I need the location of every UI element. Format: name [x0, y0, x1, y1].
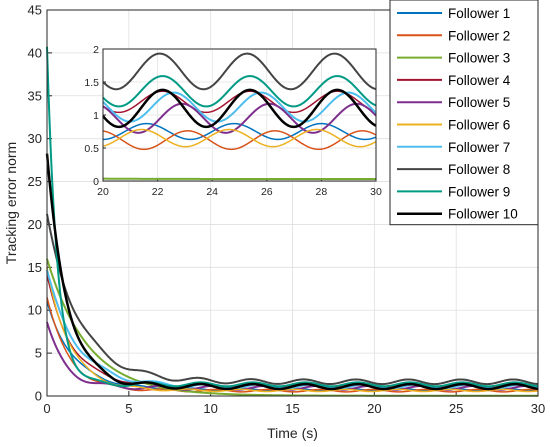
x-tick-label: 30 — [531, 401, 545, 416]
legend-label: Follower 7 — [448, 140, 510, 155]
inset-axes-box — [102, 48, 377, 182]
y-tick-label: 5 — [35, 346, 42, 361]
legend-label: Follower 9 — [448, 184, 510, 199]
legend-box — [389, 0, 539, 226]
inset-x-tick-label: 24 — [206, 186, 218, 198]
inset-y-tick-label: 2 — [93, 44, 99, 56]
y-tick-label: 20 — [28, 217, 42, 232]
main-x-tick-labels: 0 5 10 15 20 25 30 — [43, 401, 545, 416]
y-tick-label: 40 — [28, 45, 42, 60]
series-line-follower-9 — [46, 46, 539, 388]
inset-x-tick-labels: 20 22 24 26 28 30 — [97, 186, 382, 198]
inset-y-tick-label: 0.5 — [84, 143, 99, 155]
y-tick-label: 25 — [28, 174, 42, 189]
inset-series-line-follower-5 — [102, 102, 377, 134]
x-tick-label: 0 — [43, 401, 50, 416]
x-tick-label: 10 — [203, 401, 217, 416]
x-tick-label: 5 — [125, 401, 132, 416]
inset-x-tick-label: 28 — [316, 186, 328, 198]
y-tick-label: 10 — [28, 303, 42, 318]
legend-items: Follower 1 Follower 2 Follower 3 Follower 4… — [397, 6, 518, 222]
series-line-follower-10 — [45, 153, 539, 391]
inset-series-line-follower-7 — [102, 91, 377, 123]
main-series-lines — [45, 46, 539, 397]
inset-series-line-follower-8 — [102, 52, 377, 91]
x-tick-label: 20 — [367, 401, 381, 416]
inset-y-tick-label: 1.5 — [84, 77, 99, 89]
inset-series-line-follower-10 — [102, 88, 377, 129]
inset-y-tick-label: 0 — [93, 176, 99, 188]
legend-label: Follower 3 — [448, 51, 510, 66]
inset-series-lines — [102, 52, 377, 181]
legend-label: Follower 5 — [448, 95, 510, 110]
legend-label: Follower 4 — [448, 73, 511, 88]
inset-y-tick-labels: 0 0.5 1 1.5 2 — [84, 44, 99, 188]
legend: Follower 1 Follower 2 Follower 3 Follower 4… — [389, 0, 539, 226]
main-y-tick-labels: 0 5 10 15 20 25 30 35 40 45 — [28, 3, 42, 404]
series-line-follower-8 — [46, 213, 539, 386]
legend-label: Follower 10 — [448, 207, 518, 222]
y-tick-label: 45 — [28, 3, 42, 18]
legend-label: Follower 8 — [448, 162, 510, 177]
x-tick-label: 25 — [449, 401, 463, 416]
inset-x-tick-label: 30 — [370, 186, 382, 198]
x-tick-label: 15 — [285, 401, 299, 416]
inset-x-tick-label: 26 — [261, 186, 273, 198]
inset-series-line-follower-9 — [102, 75, 377, 108]
inset-x-tick-label: 20 — [97, 186, 109, 198]
y-tick-label: 15 — [28, 260, 42, 275]
y-tick-label: 30 — [28, 131, 42, 146]
legend-label: Follower 6 — [448, 118, 510, 133]
inset-series-line-follower-1 — [102, 122, 377, 141]
legend-label: Follower 1 — [448, 6, 510, 21]
inset-y-tick-label: 1 — [93, 110, 99, 122]
y-tick-label: 35 — [28, 88, 42, 103]
y-tick-label: 0 — [35, 389, 42, 404]
inset-axes: 20 22 24 26 28 30 0 0.5 1 1.5 2 — [84, 44, 382, 198]
y-axis-label: Tracking error norm — [3, 142, 19, 264]
x-axis-label: Time (s) — [267, 425, 318, 441]
legend-label: Follower 2 — [448, 28, 510, 43]
inset-series-line-follower-6 — [102, 128, 377, 148]
inset-x-tick-label: 22 — [152, 186, 164, 198]
inset-series-line-follower-2 — [102, 130, 377, 151]
